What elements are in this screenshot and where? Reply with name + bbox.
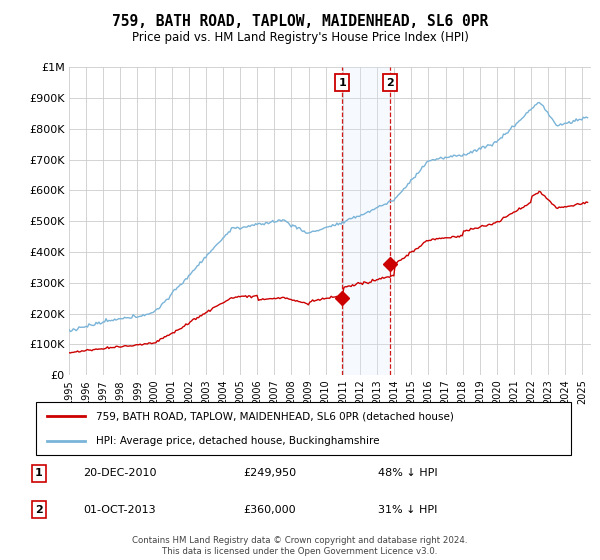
Text: 01-OCT-2013: 01-OCT-2013 (83, 505, 157, 515)
Text: Contains HM Land Registry data © Crown copyright and database right 2024.
This d: Contains HM Land Registry data © Crown c… (132, 536, 468, 556)
Text: HPI: Average price, detached house, Buckinghamshire: HPI: Average price, detached house, Buck… (96, 436, 380, 446)
FancyBboxPatch shape (35, 402, 571, 455)
Text: 759, BATH ROAD, TAPLOW, MAIDENHEAD, SL6 0PR (detached house): 759, BATH ROAD, TAPLOW, MAIDENHEAD, SL6 … (96, 411, 454, 421)
Text: 2: 2 (386, 78, 394, 87)
Text: Price paid vs. HM Land Registry's House Price Index (HPI): Price paid vs. HM Land Registry's House … (131, 31, 469, 44)
Text: 48% ↓ HPI: 48% ↓ HPI (378, 468, 438, 478)
Bar (343, 67, 390, 375)
Text: £249,950: £249,950 (244, 468, 296, 478)
Text: 31% ↓ HPI: 31% ↓ HPI (379, 505, 437, 515)
Text: 1: 1 (338, 78, 346, 87)
Text: 759, BATH ROAD, TAPLOW, MAIDENHEAD, SL6 0PR: 759, BATH ROAD, TAPLOW, MAIDENHEAD, SL6 … (112, 14, 488, 29)
Text: 2: 2 (35, 505, 43, 515)
Text: 1: 1 (35, 468, 43, 478)
Text: 20-DEC-2010: 20-DEC-2010 (83, 468, 157, 478)
Text: £360,000: £360,000 (244, 505, 296, 515)
